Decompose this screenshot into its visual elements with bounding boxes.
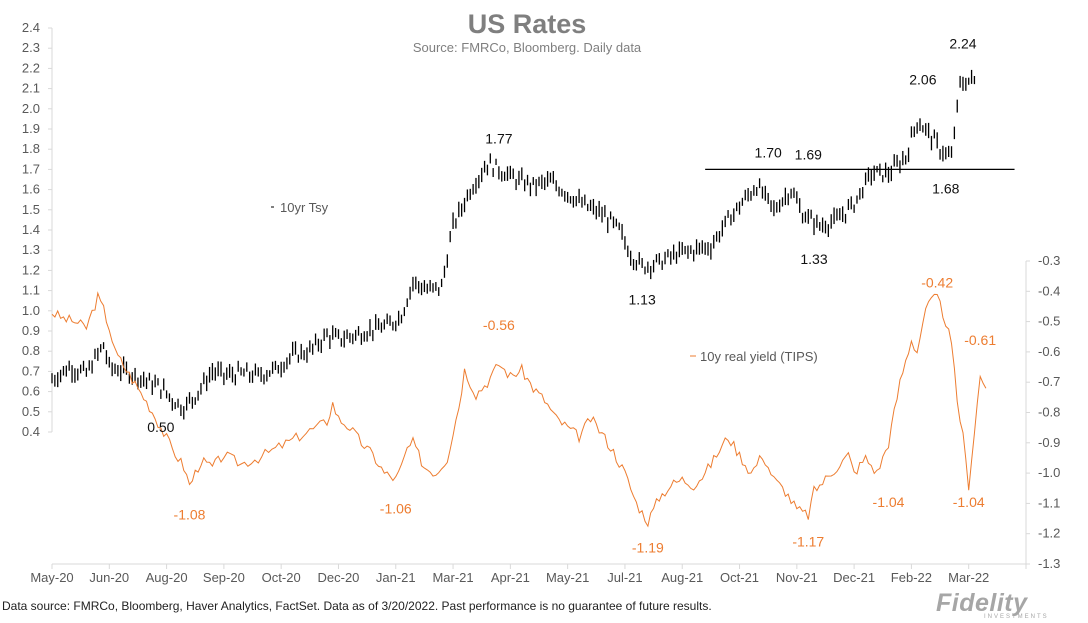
tips-annotation: -1.17 xyxy=(792,534,824,550)
tips-annotation: -1.08 xyxy=(174,506,206,522)
right-axis-tick-label: -1.1 xyxy=(1038,495,1060,510)
x-axis-tick-label: Dec-21 xyxy=(833,570,875,585)
left-axis-tick-label: 2.2 xyxy=(22,60,40,75)
tips-annotation: -1.04 xyxy=(873,494,905,510)
x-axis-tick-label: Aug-20 xyxy=(146,570,188,585)
tips-annotation: -0.56 xyxy=(483,317,515,333)
left-axis-tick-label: 1.2 xyxy=(22,262,40,277)
tsy-annotation: 1.13 xyxy=(629,292,656,308)
x-axis-tick-label: Feb-22 xyxy=(891,570,932,585)
x-axis-tick-label: Oct-20 xyxy=(262,570,301,585)
x-axis-tick-label: May-20 xyxy=(30,570,73,585)
left-axis-tick-label: 1.3 xyxy=(22,242,40,257)
tsy-annotation: 0.50 xyxy=(147,419,174,435)
left-axis-tick-label: 1.7 xyxy=(22,161,40,176)
left-axis-tick-label: 2.0 xyxy=(22,101,40,116)
legend-label-tips: 10y real yield (TIPS) xyxy=(700,349,818,364)
tsy-annotation: 1.33 xyxy=(800,251,827,267)
chart-title: US Rates xyxy=(468,9,587,39)
right-axis-tick-label: -1.3 xyxy=(1038,556,1060,571)
x-axis-tick-label: Apr-21 xyxy=(491,570,530,585)
footer-note: Data source: FMRCo, Bloomberg, Haver Ana… xyxy=(2,599,712,613)
left-axis-tick-label: 0.8 xyxy=(22,343,40,358)
tips-annotation: -0.61 xyxy=(964,332,996,348)
right-axis-tick-label: -0.5 xyxy=(1038,314,1060,329)
chart-subtitle: Source: FMRCo, Bloomberg. Daily data xyxy=(413,40,642,55)
x-axis-tick-label: Jan-21 xyxy=(376,570,416,585)
legend-label-tsy: 10yr Tsy xyxy=(280,200,329,215)
series-10yr-tsy xyxy=(51,69,1015,420)
x-axis-tick-label: Mar-22 xyxy=(948,570,989,585)
fidelity-logo-subtitle: INVESTMENTS xyxy=(984,614,1049,620)
left-axis-tick-label: 0.5 xyxy=(22,404,40,419)
left-axis-tick-label: 1.0 xyxy=(22,303,40,318)
tips-annotation: -0.42 xyxy=(921,274,953,290)
left-axis-tick-label: 2.3 xyxy=(22,40,40,55)
right-axis-tick-label: -0.8 xyxy=(1038,405,1060,420)
right-axis-tick-label: -0.9 xyxy=(1038,435,1060,450)
right-axis-tick-label: -0.7 xyxy=(1038,374,1060,389)
left-axis-tick-label: 2.4 xyxy=(22,20,40,35)
tsy-annotation: 2.06 xyxy=(909,72,936,88)
left-axis-tick-label: 1.1 xyxy=(22,283,40,298)
tsy-annotation: 1.68 xyxy=(932,180,959,196)
tsy-annotation: 1.77 xyxy=(485,130,512,146)
left-axis-tick-label: 0.9 xyxy=(22,323,40,338)
left-axis-tick-label: 1.9 xyxy=(22,121,40,136)
left-axis-tick-label: 1.8 xyxy=(22,141,40,156)
left-axis-tick-label: 1.4 xyxy=(22,222,40,237)
legend: 10yr Tsy 10y real yield (TIPS) xyxy=(271,200,818,364)
left-axis-tick-label: 0.4 xyxy=(22,424,40,439)
right-axis-tick-label: -1.0 xyxy=(1038,465,1060,480)
x-axis-tick-label: May-21 xyxy=(546,570,589,585)
right-axis-tick-label: -0.6 xyxy=(1038,344,1060,359)
left-axis-tick-label: 0.7 xyxy=(22,363,40,378)
tsy-annotation: 2.24 xyxy=(949,35,976,51)
right-axis-tick-label: -1.2 xyxy=(1038,526,1060,541)
tips-annotation: -1.04 xyxy=(953,494,985,510)
right-axis-tick-label: -0.3 xyxy=(1038,253,1060,268)
x-axis-tick-label: Nov-21 xyxy=(776,570,818,585)
tsy-annotation: 1.69 xyxy=(795,146,822,162)
series-10y-real-yield xyxy=(51,291,987,528)
fidelity-logo: Fidelity xyxy=(936,589,1028,617)
tips-line xyxy=(51,291,987,528)
x-axis-tick-label: Jun-20 xyxy=(89,570,129,585)
chart-axes: 0.4 0.5 0.6 0.7 0.8 0.9 1.0 1.1 1.2 1.3 1.4 1.5 1.6 1… xyxy=(22,20,1060,585)
x-axis-tick-label: Mar-21 xyxy=(432,570,473,585)
left-axis-tick-label: 1.6 xyxy=(22,182,40,197)
tsy-annotation: 1.70 xyxy=(755,144,782,160)
x-axis-tick-label: Sep-20 xyxy=(203,570,245,585)
left-axis-tick-label: 2.1 xyxy=(22,81,40,96)
x-axis-tick-label: Oct-21 xyxy=(720,570,759,585)
tips-annotation: -1.19 xyxy=(632,540,664,556)
data-annotations: 0.50 1.77 1.13 1.70 1.69 1.33 2.06 1.68 2.24 -1.0… xyxy=(147,35,996,555)
left-axis-tick-label: 0.6 xyxy=(22,384,40,399)
right-axis-tick-label: -0.4 xyxy=(1038,283,1060,298)
x-axis-tick-label: Dec-20 xyxy=(318,570,360,585)
x-axis-tick-label: Jul-21 xyxy=(607,570,642,585)
x-axis-tick-label: Aug-21 xyxy=(661,570,703,585)
left-axis-tick-label: 1.5 xyxy=(22,202,40,217)
tips-annotation: -1.06 xyxy=(380,500,412,516)
